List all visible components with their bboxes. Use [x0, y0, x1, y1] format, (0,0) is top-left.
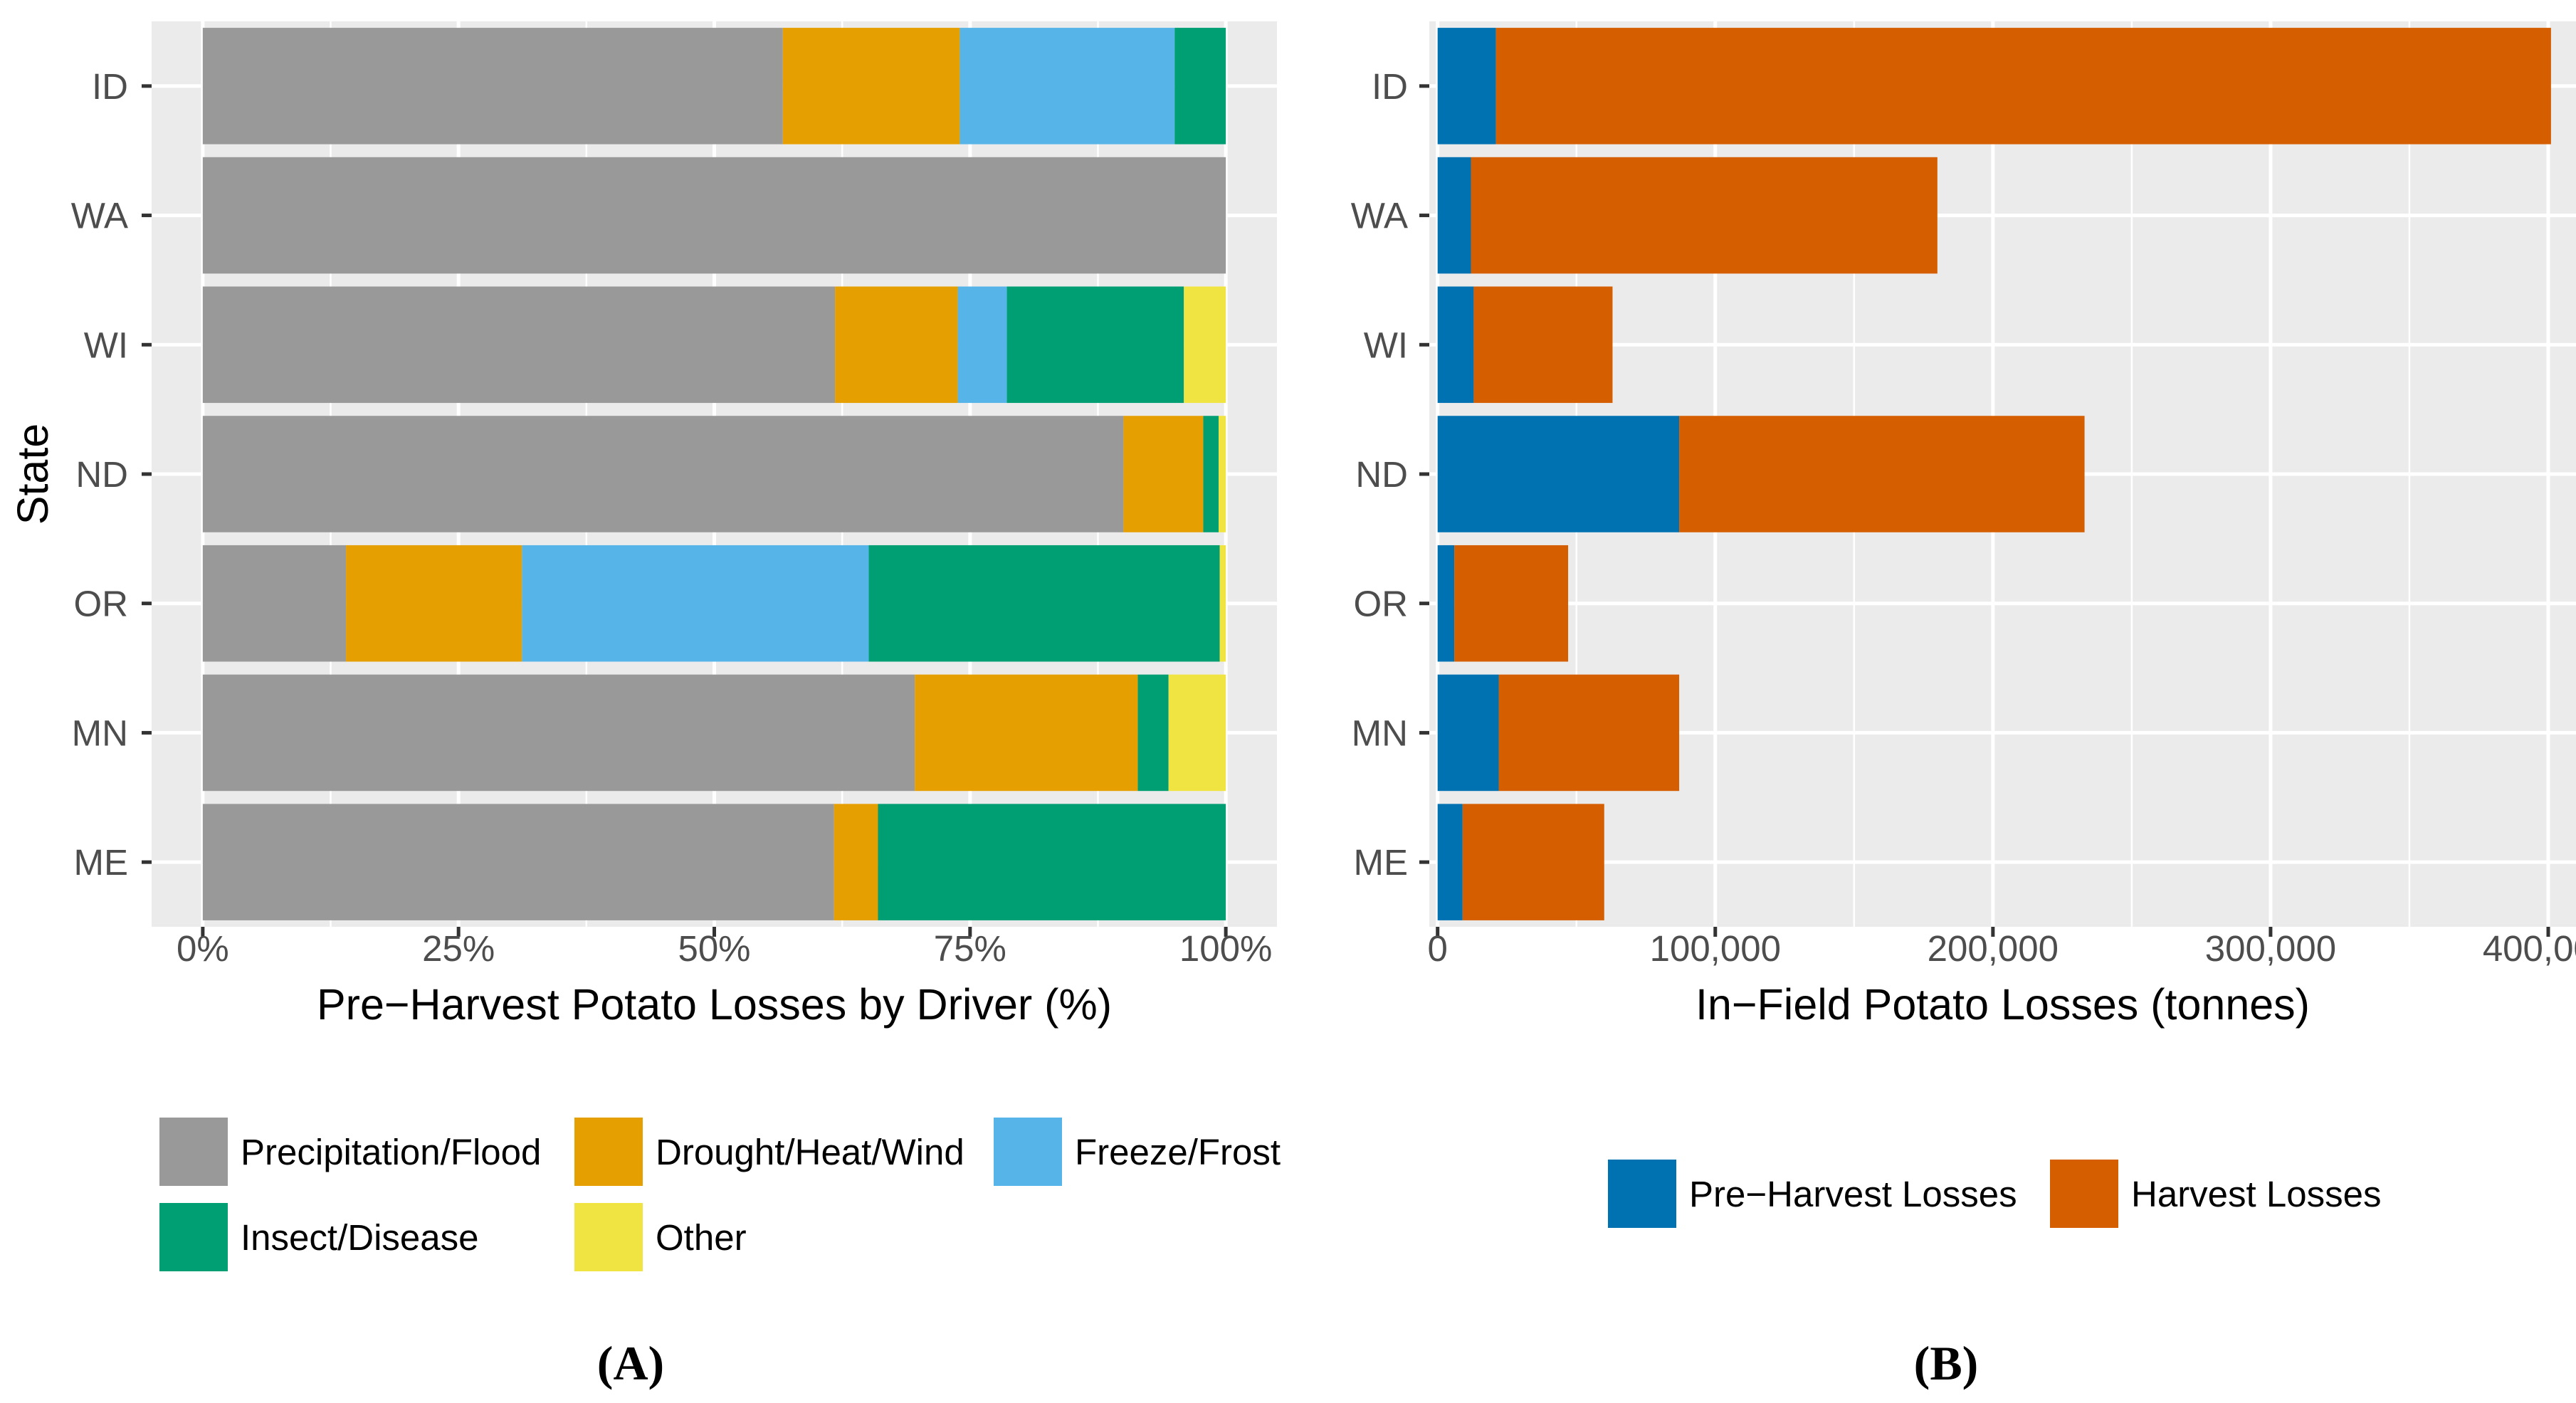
x-axis-title: Pre−Harvest Potato Losses by Driver (%) [317, 980, 1112, 1029]
legend-label-other: Other [656, 1217, 747, 1258]
bar-nd-pre-harvest-losses [1437, 416, 1680, 532]
bar-wi-harvest-losses [1473, 286, 1613, 404]
legend-swatch-pre-harvest-losses [1608, 1160, 1676, 1228]
bar-nd-insect-disease [1203, 416, 1219, 532]
legend-swatch-insect-disease [159, 1203, 228, 1271]
legend-label-drought-heat-wind: Drought/Heat/Wind [656, 1132, 964, 1172]
bar-mn-drought-heat-wind [915, 674, 1138, 792]
panel-label: (B) [1914, 1336, 1979, 1390]
bar-wi-pre-harvest-losses [1437, 286, 1474, 404]
x-tick-label: 400,000 [2483, 928, 2576, 969]
bar-me-insect-disease [878, 804, 1226, 920]
y-tick-label-or: OR [1354, 584, 1409, 624]
x-tick-label: 300,000 [2205, 928, 2336, 969]
bar-me-harvest-losses [1462, 804, 1604, 920]
bar-me-precipitation-flood [202, 804, 834, 920]
x-tick-label: 100% [1179, 928, 1272, 969]
bar-nd-precipitation-flood [202, 416, 1124, 532]
bar-wi-freeze-frost [957, 286, 1007, 404]
y-tick-label-or: OR [74, 584, 129, 624]
bar-mn-harvest-losses [1498, 674, 1680, 792]
bar-wi-insect-disease [1006, 286, 1184, 404]
legend-swatch-freeze-frost [994, 1118, 1062, 1186]
x-tick-label: 0% [177, 928, 229, 969]
bar-mn-insect-disease [1137, 674, 1169, 792]
y-tick-label-wi: WI [1364, 325, 1408, 365]
bar-or-drought-heat-wind [346, 545, 522, 662]
legend-label-freeze-frost: Freeze/Frost [1075, 1132, 1281, 1172]
bar-mn-pre-harvest-losses [1437, 674, 1499, 792]
y-tick-label-id: ID [92, 66, 128, 107]
x-tick-label: 0 [1428, 928, 1448, 969]
bar-or-other [1219, 545, 1226, 662]
legend-swatch-precipitation-flood [159, 1118, 228, 1186]
legend-swatch-drought-heat-wind [574, 1118, 643, 1186]
legend-swatch-other [574, 1203, 643, 1271]
panel-label: (A) [597, 1336, 664, 1390]
bar-or-pre-harvest-losses [1437, 545, 1455, 662]
bar-mn-other [1168, 674, 1226, 792]
bar-id-drought-heat-wind [782, 28, 960, 144]
bar-mn-precipitation-flood [202, 674, 915, 792]
x-tick-label: 50% [678, 928, 750, 969]
legend-label-precipitation-flood: Precipitation/Flood [241, 1132, 541, 1172]
bar-wa-harvest-losses [1471, 157, 1938, 274]
bar-or-harvest-losses [1454, 545, 1569, 662]
x-tick-label: 75% [934, 928, 1006, 969]
bar-id-pre-harvest-losses [1437, 28, 1496, 144]
bar-wa-pre-harvest-losses [1437, 157, 1471, 274]
bar-nd-drought-heat-wind [1123, 416, 1204, 532]
bar-id-harvest-losses [1495, 28, 2551, 144]
y-tick-label-id: ID [1372, 66, 1408, 107]
x-tick-label: 25% [422, 928, 495, 969]
legend-label-harvest-losses: Harvest Losses [2131, 1174, 2381, 1214]
panel-a-chart: ID WA WI ND OR MN ME 0% 25% 50% 75% 100% Pre−Harvest… [9, 21, 1281, 1390]
bar-or-freeze-frost [522, 545, 869, 662]
bar-id-precipitation-flood [202, 28, 783, 144]
y-tick-label-nd: ND [75, 454, 128, 495]
y-tick-label-wa: WA [1351, 196, 1408, 236]
x-axis-title: In−Field Potato Losses (tonnes) [1696, 980, 2310, 1029]
y-tick-label-mn: MN [72, 713, 128, 753]
bar-me-drought-heat-wind [834, 804, 878, 920]
y-tick-label-wi: WI [84, 325, 128, 365]
y-tick-label-nd: ND [1355, 454, 1408, 495]
x-tick-label: 200,000 [1928, 928, 2059, 969]
y-tick-label-wa: WA [71, 196, 128, 236]
bar-wi-other [1184, 286, 1226, 404]
bar-nd-other [1219, 416, 1226, 532]
bar-nd-harvest-losses [1679, 416, 2085, 532]
y-tick-label-me: ME [74, 842, 129, 883]
bar-id-freeze-frost [960, 28, 1175, 144]
bar-me-pre-harvest-losses [1437, 804, 1463, 920]
bar-or-insect-disease [868, 545, 1220, 662]
panel-b-chart: ID WA WI ND OR MN ME 0 100,000 200,000 300,000 400,… [1351, 21, 2576, 1390]
bar-id-insect-disease [1174, 28, 1226, 144]
y-tick-label-me: ME [1354, 842, 1409, 883]
x-tick-label: 100,000 [1650, 928, 1781, 969]
legend-label-insect-disease: Insect/Disease [241, 1217, 479, 1258]
y-tick-label-mn: MN [1352, 713, 1408, 753]
bar-wi-drought-heat-wind [835, 286, 958, 404]
legend-label-pre-harvest-losses: Pre−Harvest Losses [1689, 1174, 2017, 1214]
legend-swatch-harvest-losses [2050, 1160, 2118, 1228]
bar-wi-precipitation-flood [202, 286, 836, 404]
y-axis-title: State [9, 424, 57, 525]
bar-wa-precipitation-flood [202, 157, 1226, 274]
bar-or-precipitation-flood [202, 545, 347, 662]
